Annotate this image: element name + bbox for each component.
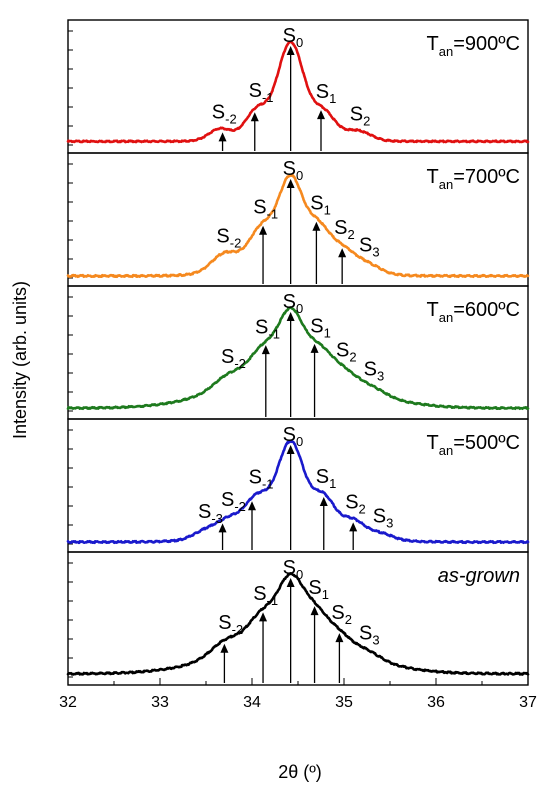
peak-arrow — [349, 522, 358, 550]
peak-label: S0 — [283, 557, 304, 582]
annealing-condition-label: as-grown — [438, 565, 520, 587]
peak-label: S2 — [331, 602, 352, 627]
peak-label: S0 — [283, 25, 304, 50]
peak-arrow — [259, 612, 268, 683]
peak-arrow — [317, 110, 325, 151]
peak-label: S1 — [310, 192, 331, 217]
peak-arrow — [286, 578, 295, 683]
peak-arrow — [250, 112, 259, 151]
x-tick-label: 34 — [243, 694, 261, 711]
peak-label: S3 — [373, 505, 394, 530]
peak-label: S2 — [336, 339, 357, 364]
peak-arrow — [286, 46, 295, 151]
annealing-condition-label: Tan=700ºC — [427, 166, 520, 192]
peak-arrow — [310, 606, 319, 683]
panel-0: S-2 S-1 S0 S1 S2 Tan=900ºC — [66, 19, 530, 154]
peak-arrow — [261, 345, 270, 417]
peak-label: S1 — [316, 466, 337, 491]
peak-label: S-1 — [253, 583, 278, 608]
x-tick-label: 36 — [427, 694, 445, 711]
series-curve — [66, 572, 530, 676]
peak-label: S1 — [316, 81, 337, 106]
x-tick-label: 33 — [151, 694, 169, 711]
peak-label: S2 — [350, 103, 371, 128]
series-curve — [66, 440, 530, 545]
annealing-condition-label: Tan=900ºC — [427, 33, 520, 59]
peak-label: S-2 — [221, 489, 246, 514]
peak-label: S1 — [310, 316, 331, 341]
x-tick-label: 32 — [59, 694, 77, 711]
peak-arrow — [248, 501, 256, 550]
peak-label: S1 — [308, 577, 329, 602]
peak-arrow — [286, 179, 295, 284]
x-axis: 32 33 34 35 36 37 — [59, 678, 537, 711]
peak-label: S0 — [283, 291, 304, 316]
peak-label: S0 — [283, 158, 304, 183]
annealing-condition-label: Tan=600ºC — [427, 299, 520, 325]
peak-arrow — [312, 221, 321, 284]
peak-arrow — [220, 643, 229, 683]
peak-label: S-2 — [216, 225, 241, 250]
series-curve — [66, 306, 530, 411]
peak-arrow — [335, 633, 344, 683]
peak-arrow — [286, 312, 295, 417]
peak-arrow — [310, 343, 319, 417]
x-tick-label: 35 — [335, 694, 353, 711]
x-tick-label: 37 — [519, 694, 537, 711]
peak-label: S3 — [359, 622, 380, 647]
peak-label: S2 — [345, 491, 366, 516]
peak-arrow — [338, 248, 347, 284]
peak-arrow — [286, 445, 295, 550]
annealing-condition-label: Tan=500ºC — [427, 432, 520, 458]
x-axis-label: 2θ (º) — [278, 762, 322, 782]
peak-arrow — [218, 132, 227, 151]
peak-label: S-1 — [253, 197, 278, 222]
series-curve — [66, 40, 530, 144]
peak-label: S-1 — [249, 80, 274, 105]
y-axis-label: Intensity (arb. units) — [10, 281, 30, 439]
peak-label: S-2 — [218, 612, 243, 637]
peak-arrow — [259, 225, 268, 284]
peak-arrow — [319, 497, 328, 550]
peak-label: S3 — [359, 234, 380, 259]
panel-3: S-3S-2S-1 S0 S1 S2 S3 Tan=500ºC — [66, 418, 530, 553]
peak-label: S3 — [364, 358, 385, 383]
peak-label: S0 — [283, 424, 304, 449]
peak-label: S-1 — [249, 467, 274, 492]
peak-label: S-2 — [212, 101, 237, 126]
series-curve — [66, 173, 530, 279]
peak-label: S2 — [334, 217, 355, 242]
peak-label: S-3 — [198, 501, 223, 526]
peak-label: S-2 — [221, 346, 246, 371]
peak-arrow — [218, 523, 227, 550]
peak-label: S-1 — [255, 317, 280, 342]
